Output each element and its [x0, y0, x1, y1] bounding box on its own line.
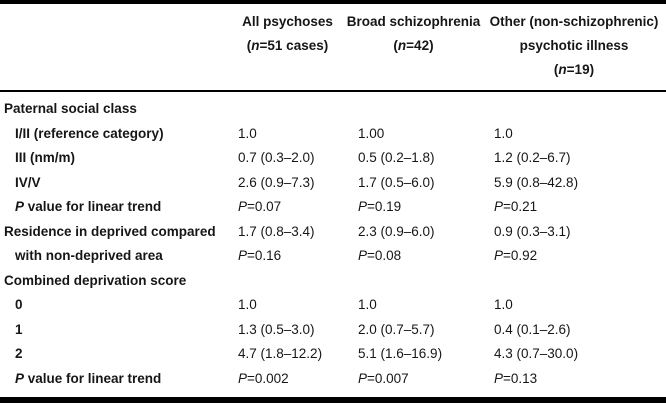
data-cell: 2.6 (0.9–7.3): [238, 174, 315, 190]
row-label: IV/V: [15, 174, 41, 190]
column-header-line: All psychoses: [242, 14, 333, 29]
table-row: Paternal social class: [0, 97, 666, 122]
data-cell: [345, 97, 482, 122]
row-label: III (nm/m): [15, 150, 75, 165]
data-cell: 1.0: [358, 297, 377, 312]
row-label: Paternal social class: [4, 101, 137, 116]
data-cell: 2.0 (0.7–5.7): [358, 321, 435, 337]
table-rule-top: [0, 0, 666, 4]
data-cell: 2.3 (0.9–6.0): [358, 223, 435, 239]
row-label: Combined deprivation score: [4, 272, 187, 288]
header-stub-cell: [0, 10, 230, 82]
data-cell: 1.7 (0.8–3.4): [238, 223, 315, 239]
column-header-line: (n=51 cases): [246, 38, 329, 53]
table-header: All psychoses (n=51 cases) Broad schizophr…: [0, 4, 666, 82]
data-cell: 4.3 (0.7–30.0): [494, 346, 579, 361]
data-cell: 5.1 (1.6–16.9): [358, 346, 443, 361]
data-cell: [482, 97, 666, 122]
row-label: P value for linear trend: [15, 370, 162, 386]
data-cell: 1.0: [238, 297, 257, 312]
row-label: Residence in deprived compared: [4, 223, 216, 239]
data-cell: 1.3 (0.5–3.0): [238, 321, 315, 337]
row-label: 1: [15, 321, 23, 337]
data-cell: 1.7 (0.5–6.0): [358, 174, 435, 190]
table-row: with non-deprived area P=0.16 P=0.08 P=0.92: [0, 244, 666, 269]
data-cell: P=0.08: [358, 248, 402, 263]
data-cell: P=0.92: [494, 248, 538, 263]
row-label: 2: [15, 346, 23, 361]
table-row: Residence in deprived compared 1.7 (0.8–3…: [0, 220, 666, 245]
data-cell: 0.9 (0.3–3.1): [494, 223, 571, 239]
table-row: 1 1.3 (0.5–3.0) 2.0 (0.7–5.7) 0.4 (0.1–2.6): [0, 318, 666, 343]
table-row: III (nm/m) 0.7 (0.3–2.0) 0.5 (0.2–1.8) 1.2 …: [0, 146, 666, 171]
data-cell: 1.0: [494, 125, 513, 141]
data-cell: [482, 269, 666, 294]
data-cell: [230, 97, 345, 122]
column-header: All psychoses (n=51 cases): [230, 10, 345, 82]
column-header-line: Other (non-schizophrenic): [489, 14, 659, 29]
table-row: P value for linear trend P=0.002 P=0.007 P=…: [0, 367, 666, 392]
data-cell: 5.9 (0.8–42.8): [494, 174, 579, 190]
column-header-line: Broad schizophrenia: [346, 14, 481, 29]
table-row: P value for linear trend P=0.07 P=0.19 P=0.…: [0, 195, 666, 220]
data-cell: 1.0: [238, 125, 257, 141]
row-label: I/II (reference category): [15, 125, 164, 141]
table-row: IV/V 2.6 (0.9–7.3) 1.7 (0.5–6.0) 5.9 (0.8–4…: [0, 171, 666, 196]
row-label: with non-deprived area: [15, 248, 163, 263]
data-cell: P=0.16: [238, 248, 282, 263]
table-row: 2 4.7 (1.8–12.2) 5.1 (1.6–16.9) 4.3 (0.7–30…: [0, 342, 666, 367]
column-header-line: (n=19): [553, 62, 595, 77]
row-label: 0: [15, 297, 23, 312]
data-cell: 0.5 (0.2–1.8): [358, 150, 435, 165]
column-header-line: (n=42): [393, 38, 434, 53]
data-cell: [345, 269, 482, 294]
data-cell: [230, 269, 345, 294]
table-body: Paternal social class I/II (reference cat…: [0, 92, 666, 391]
column-header: Other (non-schizophrenic) psychotic illne…: [482, 10, 666, 82]
data-cell: 1.0: [494, 297, 513, 312]
data-cell: P=0.07: [238, 199, 282, 214]
data-cell: P=0.007: [358, 370, 409, 386]
table-row: 0 1.0 1.0 1.0: [0, 293, 666, 318]
row-label: P value for linear trend: [15, 199, 162, 214]
data-cell: P=0.002: [238, 370, 289, 386]
table-row: Combined deprivation score: [0, 269, 666, 294]
column-header: Broad schizophrenia (n=42): [345, 10, 482, 82]
table-rule-header-separator: [0, 90, 666, 92]
data-cell: 0.7 (0.3–2.0): [238, 150, 315, 165]
table-rule-bottom: [0, 397, 666, 403]
table-row: I/II (reference category) 1.0 1.00 1.0: [0, 122, 666, 147]
data-cell: 4.7 (1.8–12.2): [238, 346, 323, 361]
data-cell: 1.2 (0.2–6.7): [494, 150, 571, 165]
column-header-line: psychotic illness: [519, 38, 629, 53]
data-cell: P=0.21: [494, 199, 538, 214]
data-cell: 1.00: [358, 125, 385, 141]
data-cell: P=0.19: [358, 199, 402, 214]
data-cell: 0.4 (0.1–2.6): [494, 321, 571, 337]
data-cell: P=0.13: [494, 370, 538, 386]
